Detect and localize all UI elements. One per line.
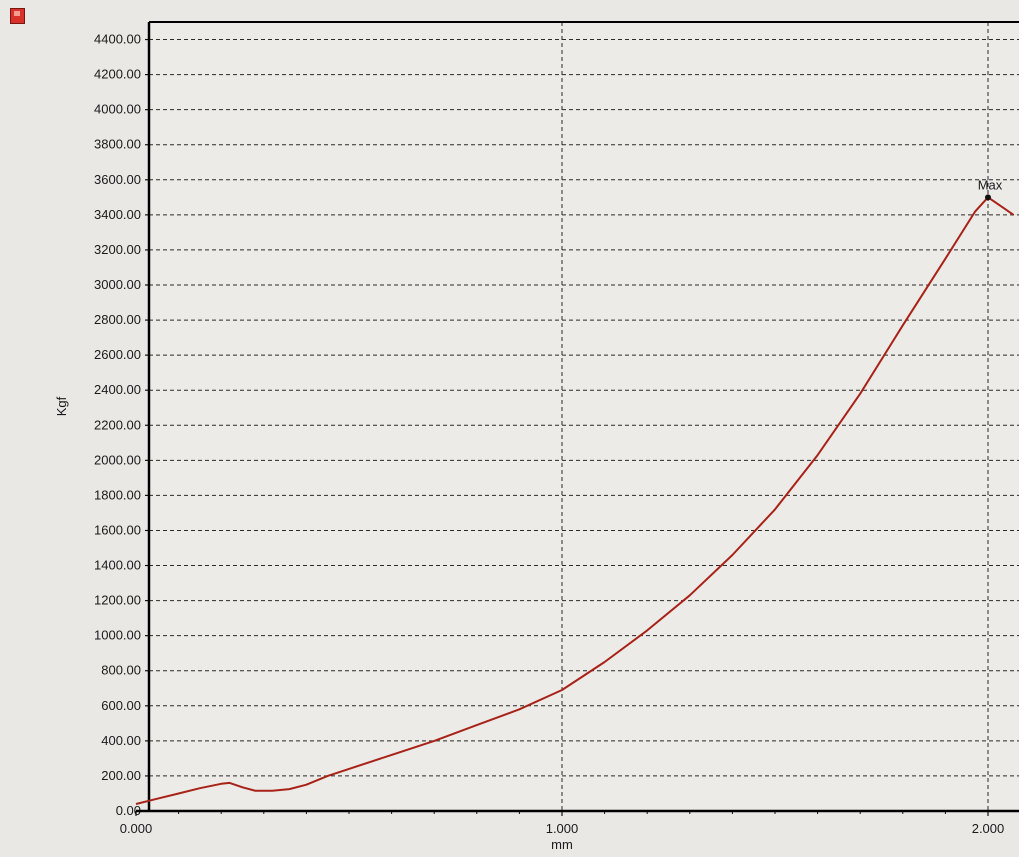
x-axis-label: mm — [551, 837, 573, 852]
y-tick-label: 3200.00 — [94, 242, 141, 257]
y-tick-label: 2400.00 — [94, 382, 141, 397]
y-tick-label: 3600.00 — [94, 172, 141, 187]
y-tick-label: 200.00 — [101, 768, 141, 783]
max-annotation: Max — [978, 177, 1003, 192]
y-tick-label: 800.00 — [101, 663, 141, 678]
x-tick-label: 1.000 — [546, 821, 579, 836]
y-tick-label: 2200.00 — [94, 417, 141, 432]
y-tick-label: 3400.00 — [94, 207, 141, 222]
x-tick-label: 2.000 — [972, 821, 1005, 836]
y-tick-label: 4000.00 — [94, 102, 141, 117]
y-tick-label: 1400.00 — [94, 558, 141, 573]
series-line — [135, 196, 1015, 805]
y-tick-label: 1600.00 — [94, 522, 141, 537]
x-tick-label: 0.000 — [120, 821, 153, 836]
flag-icon — [10, 8, 25, 24]
y-tick-label: 400.00 — [101, 733, 141, 748]
y-tick-label: 3000.00 — [94, 277, 141, 292]
y-tick-label: 2000.00 — [94, 452, 141, 467]
plot-area — [149, 22, 1019, 811]
y-tick-label: 4400.00 — [94, 32, 141, 47]
y-tick-label: 1200.00 — [94, 593, 141, 608]
y-tick-label: 4200.00 — [94, 67, 141, 82]
y-tick-label: 1000.00 — [94, 628, 141, 643]
y-tick-label: 3800.00 — [94, 137, 141, 152]
y-tick-label: 1800.00 — [94, 487, 141, 502]
max-point — [985, 194, 991, 201]
y-axis-label: Kgf — [54, 396, 69, 416]
y-tick-label: 0.00 — [116, 803, 141, 818]
y-tick-label: 600.00 — [101, 698, 141, 713]
y-tick-label: 2600.00 — [94, 347, 141, 362]
y-tick-label: 2800.00 — [94, 312, 141, 327]
